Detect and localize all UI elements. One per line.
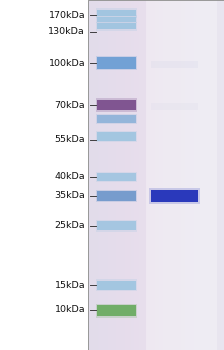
Text: 55kDa: 55kDa — [54, 135, 85, 145]
Bar — [96, 172, 137, 182]
Bar — [97, 305, 136, 316]
Text: 170kDa: 170kDa — [48, 10, 85, 20]
Bar — [97, 100, 136, 110]
Bar — [96, 8, 137, 18]
Bar — [96, 131, 137, 142]
Bar — [96, 56, 137, 70]
Bar — [151, 103, 198, 110]
Text: 100kDa: 100kDa — [48, 58, 85, 68]
Bar — [151, 61, 198, 68]
Bar — [97, 222, 136, 230]
Bar — [88, 0, 224, 350]
Bar — [151, 190, 198, 202]
Bar — [97, 173, 136, 181]
Text: 130kDa: 130kDa — [48, 27, 85, 36]
Text: 40kDa: 40kDa — [54, 172, 85, 181]
Bar — [97, 16, 136, 22]
Bar — [88, 0, 224, 350]
Bar — [96, 279, 137, 291]
Bar — [149, 188, 200, 204]
Bar — [146, 0, 217, 350]
Bar — [97, 281, 136, 290]
Bar — [96, 15, 137, 23]
Text: 70kDa: 70kDa — [54, 100, 85, 110]
Bar — [97, 132, 136, 141]
Bar — [96, 304, 137, 318]
Bar — [96, 114, 137, 124]
Bar — [97, 191, 136, 201]
Text: 10kDa: 10kDa — [54, 305, 85, 314]
Bar — [96, 190, 137, 202]
Bar — [97, 23, 136, 29]
Text: 35kDa: 35kDa — [54, 191, 85, 201]
Bar — [96, 22, 137, 31]
Bar — [97, 57, 136, 69]
Bar — [97, 10, 136, 16]
Bar — [96, 220, 137, 232]
Bar — [97, 115, 136, 123]
Text: 25kDa: 25kDa — [54, 221, 85, 230]
Bar — [96, 98, 137, 112]
Text: 15kDa: 15kDa — [54, 281, 85, 290]
